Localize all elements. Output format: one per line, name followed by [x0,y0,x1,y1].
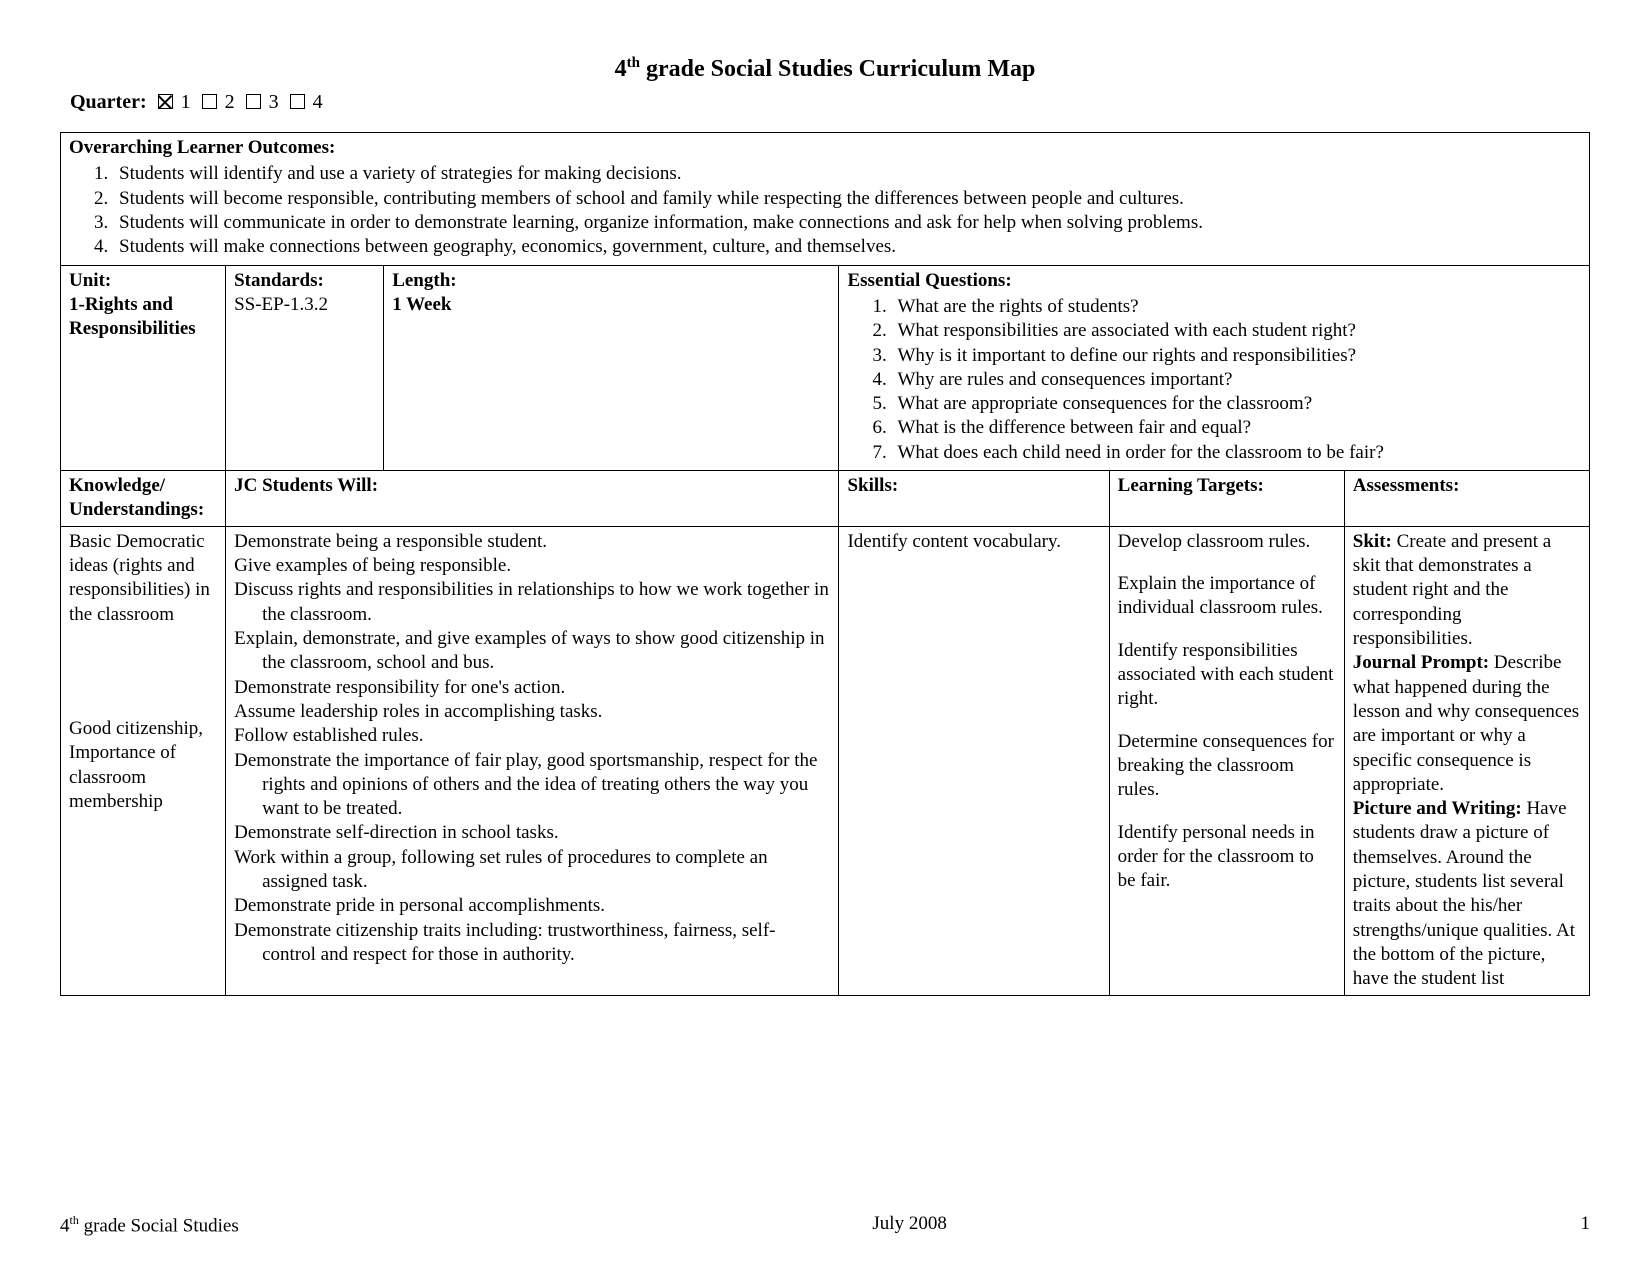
jc-item: Assume leadership roles in accomplishing… [234,700,830,724]
knowledge-cell: Basic Democratic ideas (rights and respo… [61,526,226,995]
jc-item: Follow established rules. [234,724,830,748]
standards-header: Standards: [234,269,375,293]
title-prefix: 4 [615,56,627,82]
quarter-checkbox-3[interactable] [246,94,261,109]
jc-item: Demonstrate self-direction in school tas… [234,821,830,845]
quarter-label: Quarter [70,91,140,113]
quarter-number: 3 [264,91,284,113]
column-headers-row: Knowledge/ Understandings: JC Students W… [61,471,1590,527]
jc-header: JC Students Will [234,475,372,496]
content-row: Basic Democratic ideas (rights and respo… [61,526,1590,995]
skit-label: Skit: [1353,531,1392,552]
outcomes-header: Overarching Learner Outcomes [69,137,329,158]
knowledge-para-1: Basic Democratic ideas (rights and respo… [69,530,217,627]
outcome-item: Students will make connections between g… [113,235,1581,259]
assessments-cell: Skit: Create and present a skit that dem… [1344,526,1589,995]
essential-question-item: What does each child need in order for t… [891,441,1581,465]
journal-body: Describe what happened during the lesson… [1353,652,1579,795]
essential-questions-list: What are the rights of students?What res… [847,295,1581,465]
journal-label: Journal Prompt: [1353,652,1489,673]
quarter-number: 1 [176,91,196,113]
page-title: 4th grade Social Studies Curriculum Map [60,55,1590,83]
jc-item: Demonstrate pride in personal accomplish… [234,894,830,918]
essential-question-item: Why are rules and consequences important… [891,368,1581,392]
learning-target-item: Identify responsibilities associated wit… [1118,639,1336,712]
footer-right: 1 [1580,1213,1590,1237]
picture-body: Have students draw a picture of themselv… [1353,798,1575,989]
quarter-checkbox-2[interactable] [202,94,217,109]
footer-left: 4th grade Social Studies [60,1213,239,1237]
learning-target-item: Determine consequences for breaking the … [1118,730,1336,803]
essential-question-item: What are the rights of students? [891,295,1581,319]
outcomes-list: Students will identify and use a variety… [69,162,1581,259]
learning-target-item: Develop classroom rules. [1118,530,1336,554]
skills-header: Skills [847,475,891,496]
outcome-item: Students will communicate in order to de… [113,211,1581,235]
knowledge-header: Knowledge/ Understandings [69,475,198,520]
jc-item: Discuss rights and responsibilities in r… [234,578,830,627]
eq-header: Essential Questions: [847,269,1581,293]
learning-target-item: Explain the importance of individual cla… [1118,572,1336,621]
essential-question-item: What is the difference between fair and … [891,416,1581,440]
essential-question-item: Why is it important to define our rights… [891,344,1581,368]
outcome-item: Students will become responsible, contri… [113,187,1581,211]
title-sup: th [627,55,640,71]
skills-cell: Identify content vocabulary. [839,526,1109,995]
jc-item: Explain, demonstrate, and give examples … [234,627,830,676]
jc-item: Demonstrate responsibility for one's act… [234,676,830,700]
targets-cell: Develop classroom rules. Explain the impo… [1109,526,1344,995]
essential-question-item: What responsibilities are associated wit… [891,319,1581,343]
unit-header-row: Unit: 1-Rights and Responsibilities Stan… [61,265,1590,471]
jc-item: Demonstrate citizenship traits including… [234,919,830,968]
outcomes-row: Overarching Learner Outcomes: Students w… [61,133,1590,266]
title-rest: grade Social Studies Curriculum Map [640,56,1035,82]
jc-students-cell: Demonstrate being a responsible student.… [226,526,839,995]
outcome-item: Students will identify and use a variety… [113,162,1581,186]
picture-label: Picture and Writing: [1353,798,1522,819]
essential-question-item: What are appropriate consequences for th… [891,392,1581,416]
standards-value: SS-EP-1.3.2 [234,293,375,317]
length-header: Length: [392,269,830,293]
jc-item: Demonstrate the importance of fair play,… [234,749,830,822]
quarter-selector: Quarter: 1 2 3 4 [70,91,1590,114]
quarter-number: 4 [308,91,323,113]
learning-target-item: Identify personal needs in order for the… [1118,821,1336,894]
jc-item: Work within a group, following set rules… [234,846,830,895]
quarter-number: 2 [220,91,240,113]
targets-header: Learning Targets [1118,475,1258,496]
unit-name: 1-Rights and Responsibilities [69,293,217,342]
unit-header: Unit: [69,269,217,293]
page-footer: 4th grade Social Studies July 2008 1 [60,1213,1590,1237]
footer-center: July 2008 [872,1213,946,1237]
quarter-checkbox-1[interactable] [158,94,173,109]
assessments-header: Assessments [1353,475,1453,496]
jc-item: Demonstrate being a responsible student. [234,530,830,554]
length-value: 1 Week [392,293,830,317]
jc-item: Give examples of being responsible. [234,554,830,578]
knowledge-para-2: Good citizenship, Importance of classroo… [69,717,217,814]
quarter-checkbox-4[interactable] [290,94,305,109]
curriculum-table: Overarching Learner Outcomes: Students w… [60,132,1590,996]
